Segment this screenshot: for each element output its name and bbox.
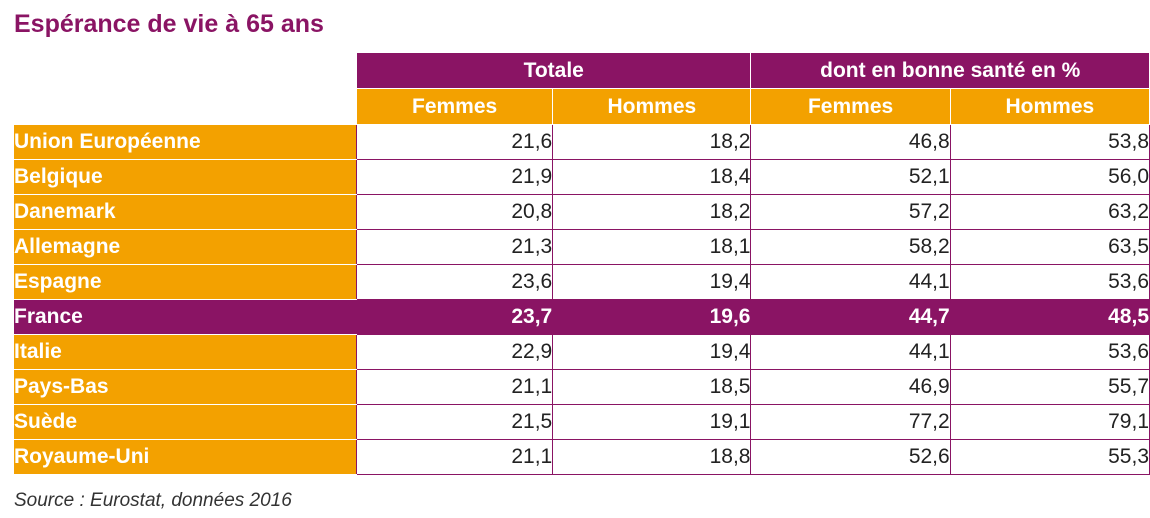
table-row: Pays-Bas 21,1 18,5 46,9 55,7 <box>14 369 1150 405</box>
table-cell: 21,1 <box>355 369 554 405</box>
table-cell: 18,2 <box>552 194 752 230</box>
table-cell: 44,1 <box>750 264 951 300</box>
table-cell: 18,1 <box>552 229 752 265</box>
row-label: France <box>14 299 357 335</box>
table-cell: 23,7 <box>355 299 554 335</box>
table-row: Belgique 21,9 18,4 52,1 56,0 <box>14 159 1150 195</box>
table-cell: 77,2 <box>750 404 951 440</box>
table-row: Royaume-Uni 21,1 18,8 52,6 55,3 <box>14 439 1150 475</box>
table-cell: 56,0 <box>949 159 1150 195</box>
group-header-bonne-sante: dont en bonne santé en % <box>750 52 1150 89</box>
table-row: Danemark 20,8 18,2 57,2 63,2 <box>14 194 1150 230</box>
row-label: Allemagne <box>14 229 357 265</box>
row-label: Italie <box>14 334 357 370</box>
row-label: Royaume-Uni <box>14 439 357 475</box>
source-note: Source : Eurostat, données 2016 <box>14 490 292 511</box>
row-label: Suède <box>14 404 357 440</box>
table-cell: 52,1 <box>750 159 951 195</box>
column-header-sante-hommes: Hommes <box>949 88 1150 125</box>
row-label: Pays-Bas <box>14 369 357 405</box>
table-cell: 18,8 <box>552 439 752 475</box>
table-cell: 18,5 <box>552 369 752 405</box>
table-row: Allemagne 21,3 18,1 58,2 63,5 <box>14 229 1150 265</box>
table-row: Union Européenne 21,6 18,2 46,8 53,8 <box>14 124 1150 160</box>
column-header-totale-femmes: Femmes <box>355 88 554 125</box>
column-header-sante-femmes: Femmes <box>750 88 951 125</box>
table-cell: 22,9 <box>355 334 554 370</box>
table-cell: 52,6 <box>750 439 951 475</box>
table-corner <box>14 53 356 89</box>
table-cell: 63,2 <box>949 194 1150 230</box>
row-label: Union Européenne <box>14 124 357 160</box>
group-header-totale: Totale <box>355 52 752 89</box>
table-cell: 46,9 <box>750 369 951 405</box>
table-cell: 44,1 <box>750 334 951 370</box>
table-cell: 19,4 <box>552 264 752 300</box>
table-cell: 46,8 <box>750 124 951 160</box>
page-title: Espérance de vie à 65 ans <box>14 10 324 38</box>
table-cell: 53,6 <box>949 334 1150 370</box>
table-row: Italie 22,9 19,4 44,1 53,6 <box>14 334 1150 370</box>
table-cell: 19,1 <box>552 404 752 440</box>
row-label: Espagne <box>14 264 357 300</box>
life-expectancy-table: Totale dont en bonne santé en % Femmes H… <box>14 52 1150 475</box>
table-row: France 23,7 19,6 44,7 48,5 <box>14 299 1150 335</box>
table-corner-sub <box>14 89 356 125</box>
table-cell: 53,6 <box>949 264 1150 300</box>
column-header-totale-hommes: Hommes <box>552 88 752 125</box>
table-cell: 63,5 <box>949 229 1150 265</box>
table-cell: 19,6 <box>552 299 752 335</box>
table-cell: 21,5 <box>355 404 554 440</box>
table-cell: 18,4 <box>552 159 752 195</box>
table-cell: 19,4 <box>552 334 752 370</box>
row-label: Belgique <box>14 159 357 195</box>
table-body: Union Européenne 21,6 18,2 46,8 53,8 Belgique… <box>14 124 1150 475</box>
table-cell: 21,3 <box>355 229 554 265</box>
table-cell: 55,3 <box>949 439 1150 475</box>
table-cell: 20,8 <box>355 194 554 230</box>
table-row: Espagne 23,6 19,4 44,1 53,6 <box>14 264 1150 300</box>
table-cell: 21,9 <box>355 159 554 195</box>
table-cell: 44,7 <box>750 299 951 335</box>
table-cell: 21,1 <box>355 439 554 475</box>
table-cell: 53,8 <box>949 124 1150 160</box>
table-cell: 58,2 <box>750 229 951 265</box>
row-label: Danemark <box>14 194 357 230</box>
table-cell: 57,2 <box>750 194 951 230</box>
table-cell: 48,5 <box>949 299 1150 335</box>
table-cell: 23,6 <box>355 264 554 300</box>
table-row: Suède 21,5 19,1 77,2 79,1 <box>14 404 1150 440</box>
table-cell: 21,6 <box>355 124 554 160</box>
table-cell: 55,7 <box>949 369 1150 405</box>
table-cell: 18,2 <box>552 124 752 160</box>
table-cell: 79,1 <box>949 404 1150 440</box>
